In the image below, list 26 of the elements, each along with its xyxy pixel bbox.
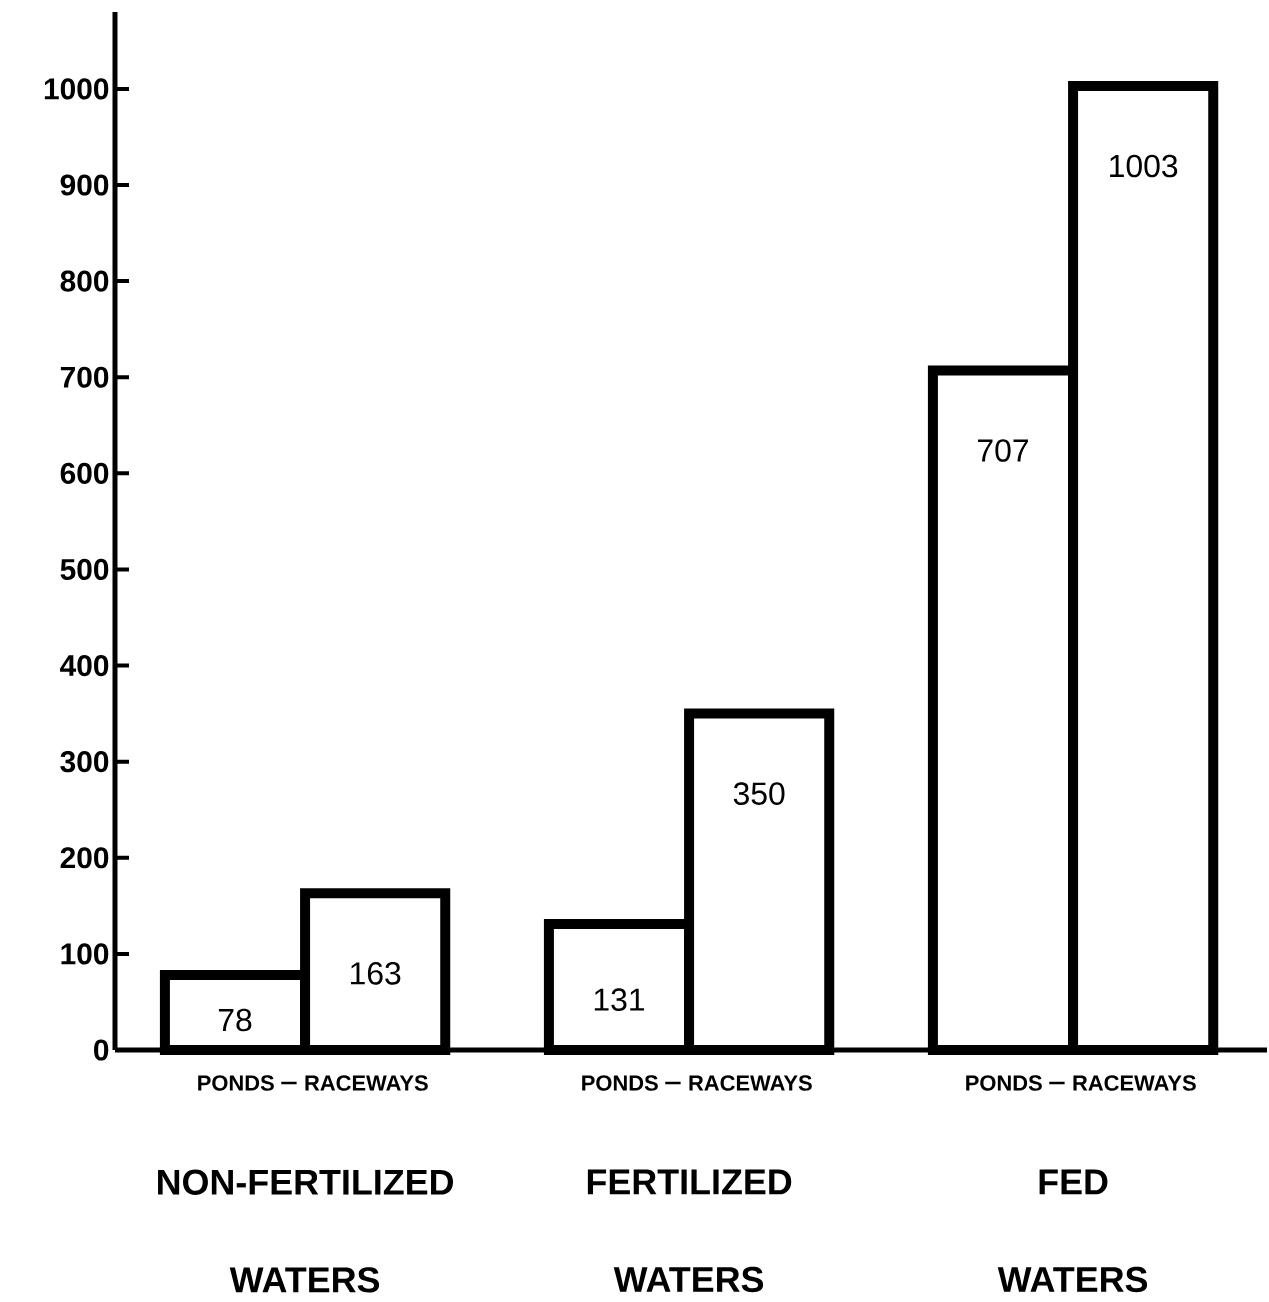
- text: RACEWAYS: [1073, 1075, 1196, 1091]
- legend-label: RACEWAYS: [689, 1075, 812, 1091]
- y-tick-label: 400: [59, 654, 108, 677]
- y-tick-label: 200: [60, 847, 108, 869]
- y-tick-label: 700: [60, 366, 108, 388]
- y-tick-label: 0: [93, 1039, 109, 1061]
- y-tick-label: 100: [61, 943, 108, 965]
- category-label: NON-FERTILIZED WATERS: [157, 1169, 453, 1293]
- text: PONDS: [965, 1075, 1042, 1091]
- data-label: 163: [350, 962, 401, 985]
- y-tick-label: 800: [60, 270, 108, 292]
- data-label: 78: [218, 1008, 252, 1032]
- y-tick-label: 500: [60, 558, 108, 581]
- data-label: 1003: [1109, 154, 1177, 178]
- text: RACEWAYS: [305, 1075, 428, 1091]
- data-label: 707: [977, 439, 1028, 462]
- y-tick-label: 600: [60, 462, 108, 484]
- text: PONDS: [581, 1075, 658, 1091]
- y-tick-label: 300: [60, 751, 108, 773]
- y-tick-label: 1000: [44, 78, 108, 100]
- legend-label: PONDS: [197, 1075, 274, 1091]
- data-label: 350: [733, 782, 785, 805]
- data-label: 131: [594, 988, 644, 1011]
- category-label: FED WATERS: [997, 1169, 1147, 1293]
- y-tick-label: 900: [60, 174, 108, 196]
- category-label: FERTILIZED WATERS: [587, 1169, 791, 1293]
